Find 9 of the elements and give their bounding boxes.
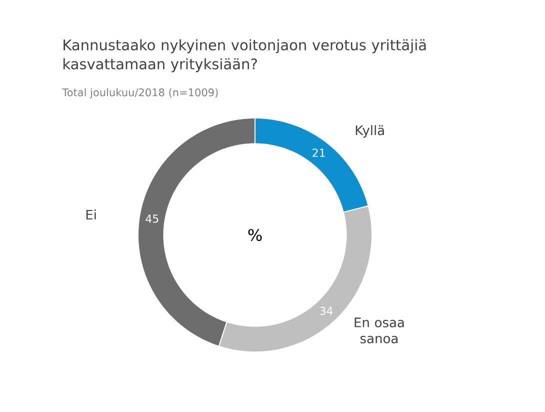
slice-label: Kyllä xyxy=(356,125,384,138)
slice-label: Ei xyxy=(86,210,96,220)
chart-title: Kannustaako nykyinen voitonjaon verotus yrittäjiä kasvattamaan yrityksiään? xyxy=(64,39,426,72)
data-label: 45 xyxy=(146,214,158,223)
chart-subtitle: Total joulukuu/2018 (n=1009) xyxy=(62,88,218,98)
data-label: 21 xyxy=(312,148,325,157)
data-label: 34 xyxy=(320,306,333,316)
slice-label: En osaa sanoa xyxy=(354,318,404,344)
text: % xyxy=(248,228,262,242)
